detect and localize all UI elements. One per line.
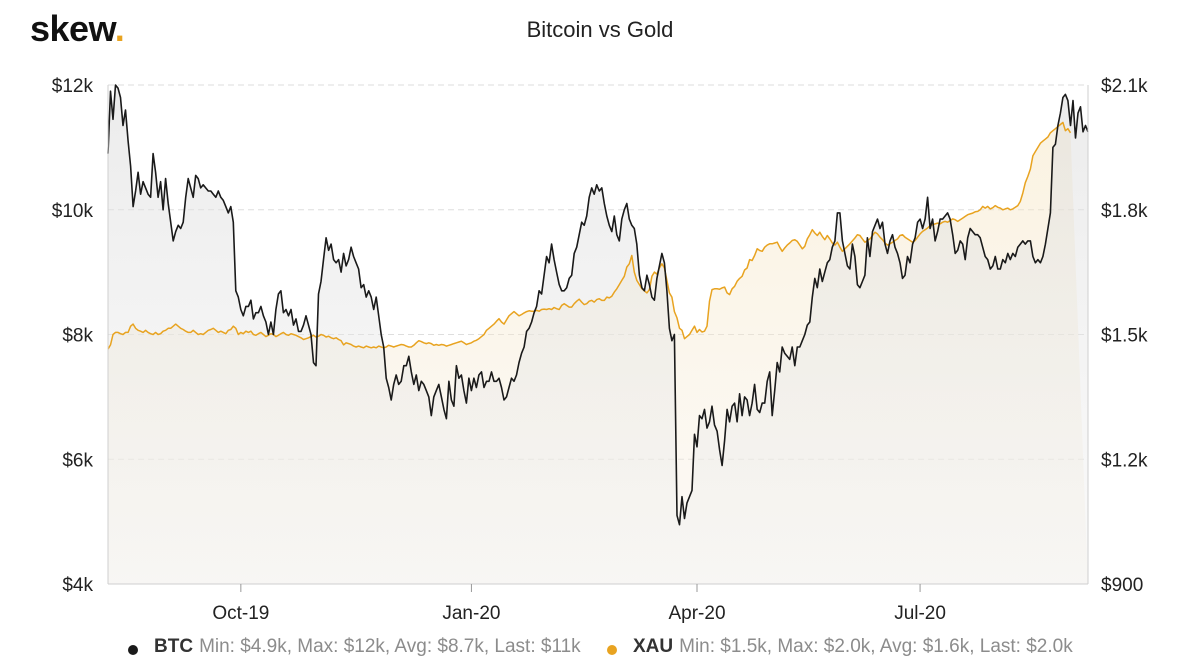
legend-item-btc[interactable]: BTC Min: $4.9k, Max: $12k, Avg: $8.7k, La… (128, 636, 581, 658)
logo-dot: . (114, 8, 125, 49)
left-tick-label: $8k (62, 326, 93, 347)
legend-name-btc: BTC (154, 636, 194, 657)
series-areas (108, 85, 1088, 585)
legend-stats-btc: Min: $4.9k, Max: $12k, Avg: $8.7k, Last:… (199, 636, 581, 657)
right-tick-label: $1.2k (1101, 450, 1148, 471)
x-tick-label: Jul-20 (894, 603, 946, 624)
legend-item-xau[interactable]: XAU Min: $1.5k, Max: $2.0k, Avg: $1.6k, L… (607, 636, 1073, 658)
legend-name-xau: XAU (633, 636, 674, 657)
right-tick-label: $2.1k (1101, 76, 1148, 97)
chart-title: Bitcoin vs Gold (526, 17, 674, 42)
x-axis-ticks: Oct-19 Jan-20 Apr-20 Jul-20 (212, 584, 946, 624)
left-tick-label: $4k (62, 575, 93, 596)
logo-text: skew (30, 8, 115, 49)
legend-marker-btc (128, 644, 138, 655)
axes (107, 85, 1089, 585)
area-btc (108, 85, 1088, 584)
left-tick-label: $10k (52, 201, 94, 222)
bitcoin-vs-gold-chart[interactable]: $4k $6k $8k $10k $12k $900 $1.2k $1.5k $1.8k $2.… (0, 0, 1200, 632)
right-tick-label: $1.5k (1101, 326, 1148, 347)
right-tick-label: $1.8k (1101, 201, 1148, 222)
legend-marker-xau (607, 644, 617, 655)
line-btc (107, 84, 1089, 526)
x-tick-label: Apr-20 (668, 603, 725, 624)
legend: BTC Min: $4.9k, Max: $12k, Avg: $8.7k, La… (0, 636, 1200, 666)
right-axis-ticks: $900 $1.2k $1.5k $1.8k $2.1k (1101, 76, 1148, 596)
series-lines (107, 84, 1089, 526)
x-tick-label: Oct-19 (212, 603, 269, 624)
x-tick-label: Jan-20 (442, 603, 500, 624)
skew-logo: skew. (30, 8, 125, 50)
left-tick-label: $6k (62, 450, 93, 471)
left-axis-ticks: $4k $6k $8k $10k $12k (52, 76, 94, 596)
left-tick-label: $12k (52, 76, 94, 97)
right-tick-label: $900 (1101, 575, 1143, 596)
legend-stats-xau: Min: $1.5k, Max: $2.0k, Avg: $1.6k, Last… (679, 636, 1073, 657)
